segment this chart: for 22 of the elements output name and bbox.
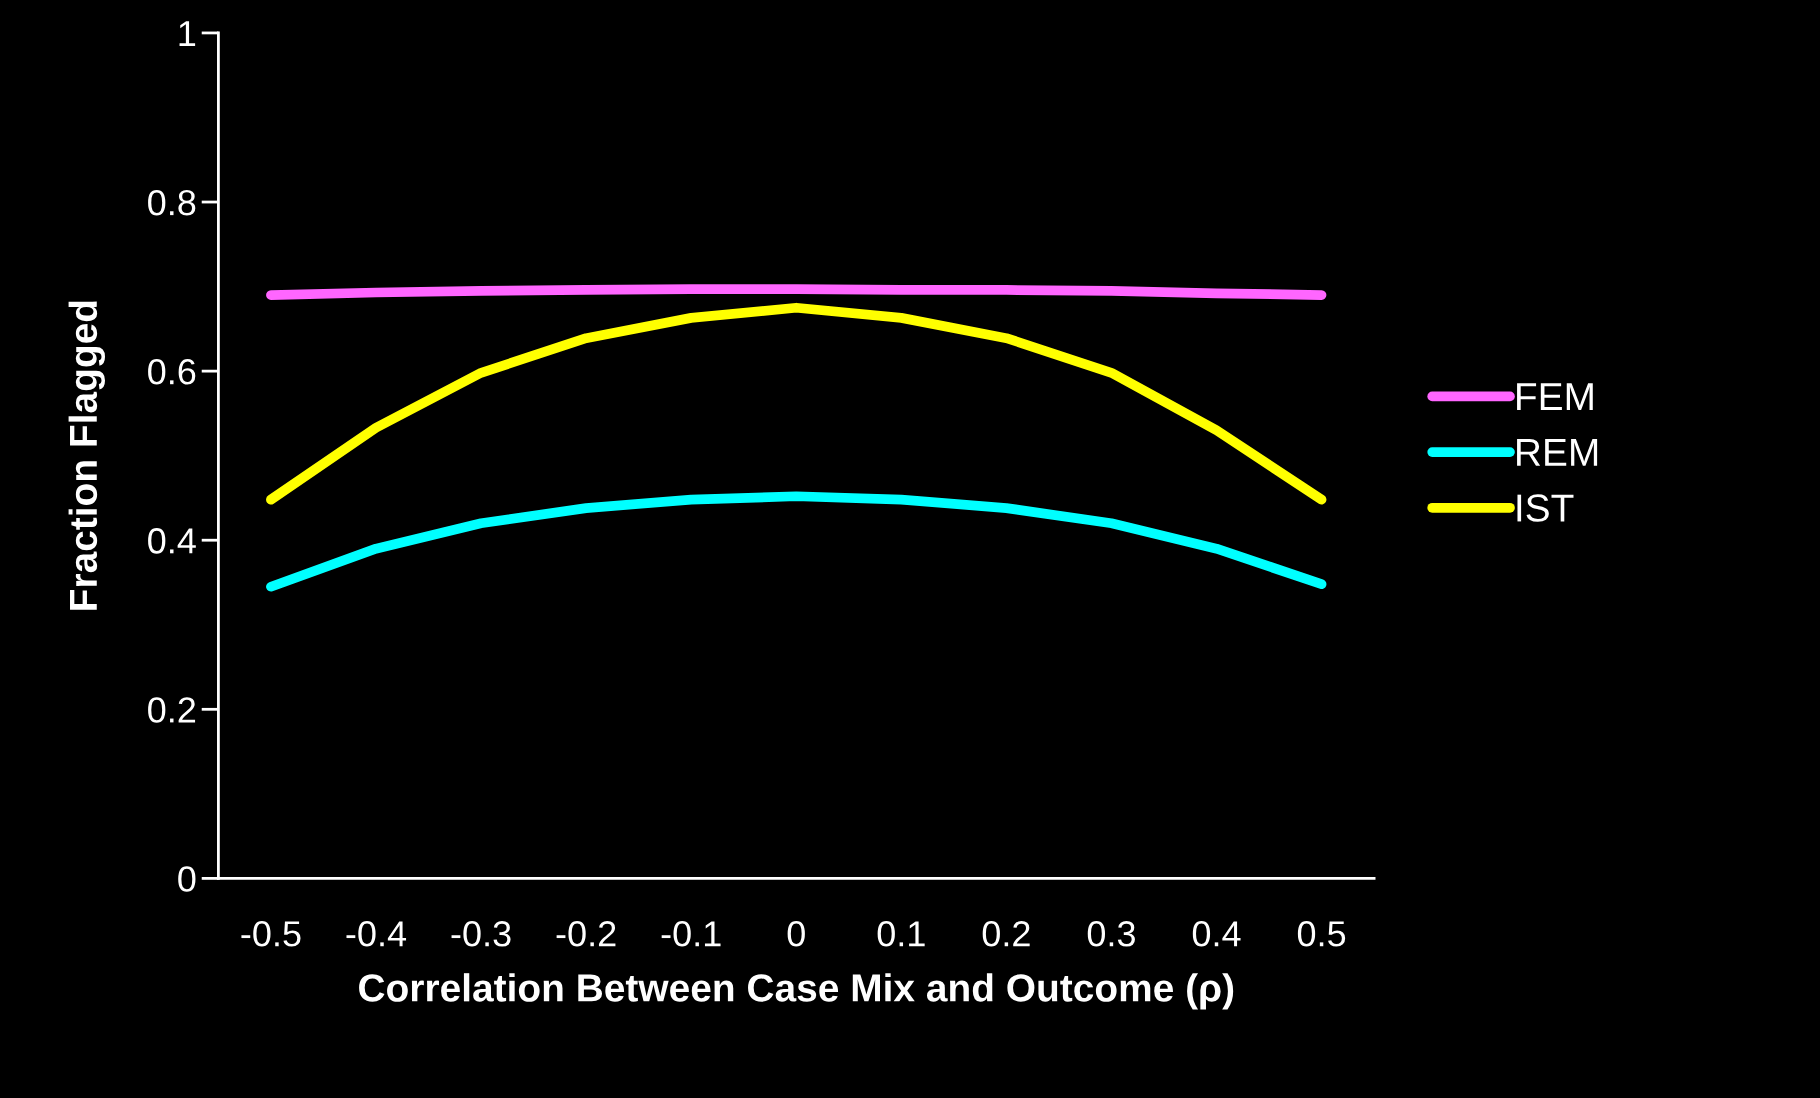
x-tick-label: -0.4 — [346, 921, 407, 947]
y-tick-label: 0.4 — [148, 528, 196, 554]
x-tick-label: 0.2 — [982, 921, 1030, 947]
x-tick-label: 0.4 — [1192, 921, 1241, 947]
y-tick-label: 1 — [179, 21, 196, 47]
y-tick-label: 0.6 — [148, 358, 196, 385]
x-tick-label: 0.1 — [877, 921, 925, 947]
y-axis-title: Fraction Flagged — [68, 301, 106, 610]
x-tick-label: -0.2 — [556, 921, 616, 947]
x-tick-label: 0 — [787, 921, 805, 947]
x-tick-label: 0.3 — [1087, 921, 1135, 947]
y-tick-label: 0 — [178, 866, 196, 892]
legend-label: REM — [1517, 438, 1598, 466]
legend-label: FEM — [1517, 383, 1593, 411]
legend-label: IST — [1517, 494, 1574, 522]
x-axis-title: Correlation Between Case Mix and Outcome (ρ) — [359, 973, 1234, 1010]
x-tick-label: -0.5 — [241, 921, 301, 947]
x-tick-label: -0.1 — [661, 921, 721, 947]
y-tick-label: 0.2 — [148, 697, 196, 723]
x-tick-label: -0.3 — [451, 921, 511, 947]
y-tick-label: 0.8 — [148, 189, 196, 216]
x-tick-label: 0.5 — [1297, 921, 1346, 947]
